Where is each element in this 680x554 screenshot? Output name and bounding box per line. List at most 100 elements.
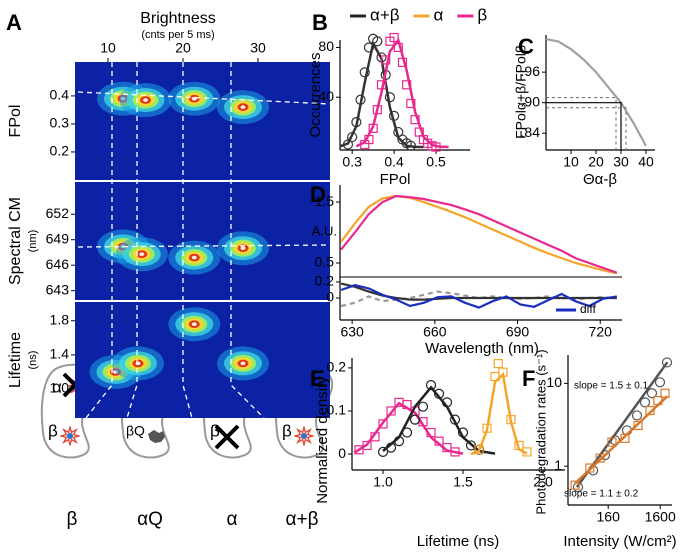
y-tick-label: .84 [521, 124, 541, 140]
y-axis-label: Lifetime [7, 332, 24, 388]
x-axis-label: Θα-β [583, 171, 617, 188]
panel-letter: F [522, 366, 535, 391]
x-axis-subtitle: (cnts per 5 ms) [141, 29, 214, 41]
x-tick-label: 720 [589, 324, 613, 340]
x-axis-label: Wavelength (nm) [425, 340, 539, 357]
y-axis-label: FPol [7, 105, 24, 138]
y-axis-label: Normalized density [314, 376, 331, 504]
marker [363, 42, 375, 53]
guide-lines [77, 62, 331, 419]
cluster-density [240, 361, 246, 366]
y-tick-label: 0.2 [315, 273, 335, 289]
x-tick-label: 0.3 [342, 154, 362, 170]
y-axis-label: Photodegradation rates (s⁻¹) [533, 349, 548, 514]
marker [372, 105, 382, 115]
marker [572, 481, 584, 493]
marker [570, 480, 580, 490]
marker [362, 440, 372, 451]
y-tick-label: 646 [46, 256, 70, 272]
panel-letter: C [518, 34, 534, 59]
cluster-density [191, 322, 197, 326]
y-tick-label: 0.1 [327, 402, 347, 418]
x-tick-label: 1.5 [453, 474, 473, 490]
population-label: β [67, 509, 78, 530]
marker [417, 401, 429, 412]
y-tick-label: 0.2 [327, 359, 347, 375]
guide-line [126, 62, 138, 419]
y-tick-label: 643 [46, 281, 70, 297]
x-tick-label: 160 [597, 509, 621, 525]
fluorophore [60, 426, 80, 446]
guide-line [77, 244, 331, 248]
cluster [217, 231, 269, 266]
x-tick-label: 630 [340, 324, 364, 340]
cluster [168, 240, 221, 275]
x-tick-label: 2.0 [533, 474, 553, 490]
marker [347, 131, 358, 143]
y-tick-label: 1.4 [50, 346, 70, 362]
subunit-label: β [210, 421, 220, 440]
marker [660, 388, 670, 398]
y-tick-label: .96 [521, 63, 541, 79]
panel-letter: D [310, 182, 326, 207]
cluster-density [143, 98, 148, 102]
cell-outline [274, 363, 334, 459]
y-tick-label: 0.2 [50, 143, 70, 159]
marker [372, 36, 383, 47]
cluster [217, 90, 269, 125]
x-tick-label: 10 [563, 154, 579, 170]
panel-letter: B [312, 10, 328, 35]
y-tick-label: 80 [318, 38, 334, 54]
y-tick-label: 0.4 [50, 87, 70, 103]
subunit-label: β [282, 421, 292, 440]
fit-line [382, 385, 496, 455]
marker [406, 98, 416, 109]
marker [645, 405, 655, 416]
y-tick-label: 10 [546, 374, 562, 390]
guide-line [85, 62, 113, 419]
marker [381, 55, 391, 65]
y-tick-label: 0 [338, 445, 346, 461]
y-axis-unit: (nm) [27, 230, 39, 253]
marker [646, 388, 658, 399]
guide-line [77, 91, 331, 105]
marker [449, 414, 461, 425]
marker [393, 126, 404, 138]
marker [364, 134, 374, 145]
y-tick-label: 0.3 [50, 115, 70, 131]
cluster-density [240, 246, 246, 250]
series-line [340, 282, 617, 301]
marker [377, 446, 389, 458]
panel-letter: A [6, 10, 22, 35]
cluster [112, 346, 164, 381]
series-line [545, 38, 647, 147]
series-line [340, 194, 618, 275]
slope-annotation: slope = 1.5 ± 0.1 [574, 381, 649, 392]
marker [441, 397, 453, 408]
cluster [115, 237, 168, 272]
marker [402, 80, 412, 90]
marker [653, 395, 663, 406]
cluster-density [139, 252, 145, 256]
y-axis-label: FPolα+β/FPolβ [513, 45, 529, 139]
marker [405, 140, 416, 151]
marker [359, 67, 370, 78]
y-tick-label: 649 [46, 230, 70, 246]
marker [351, 117, 362, 128]
series-line [340, 284, 617, 309]
marker [388, 110, 400, 122]
marker [426, 427, 436, 438]
marker [401, 427, 413, 438]
guide-line [182, 62, 193, 419]
population-label: α+β [285, 509, 318, 530]
slope-annotation: slope = 1.1 ± 0.2 [564, 489, 639, 500]
marker [433, 388, 445, 399]
marker [514, 440, 524, 451]
fluorophore [294, 426, 314, 446]
x-tick-label: 1600 [645, 509, 676, 525]
marker [482, 423, 492, 433]
marker [410, 115, 420, 125]
x-tick-label: 690 [506, 324, 530, 340]
